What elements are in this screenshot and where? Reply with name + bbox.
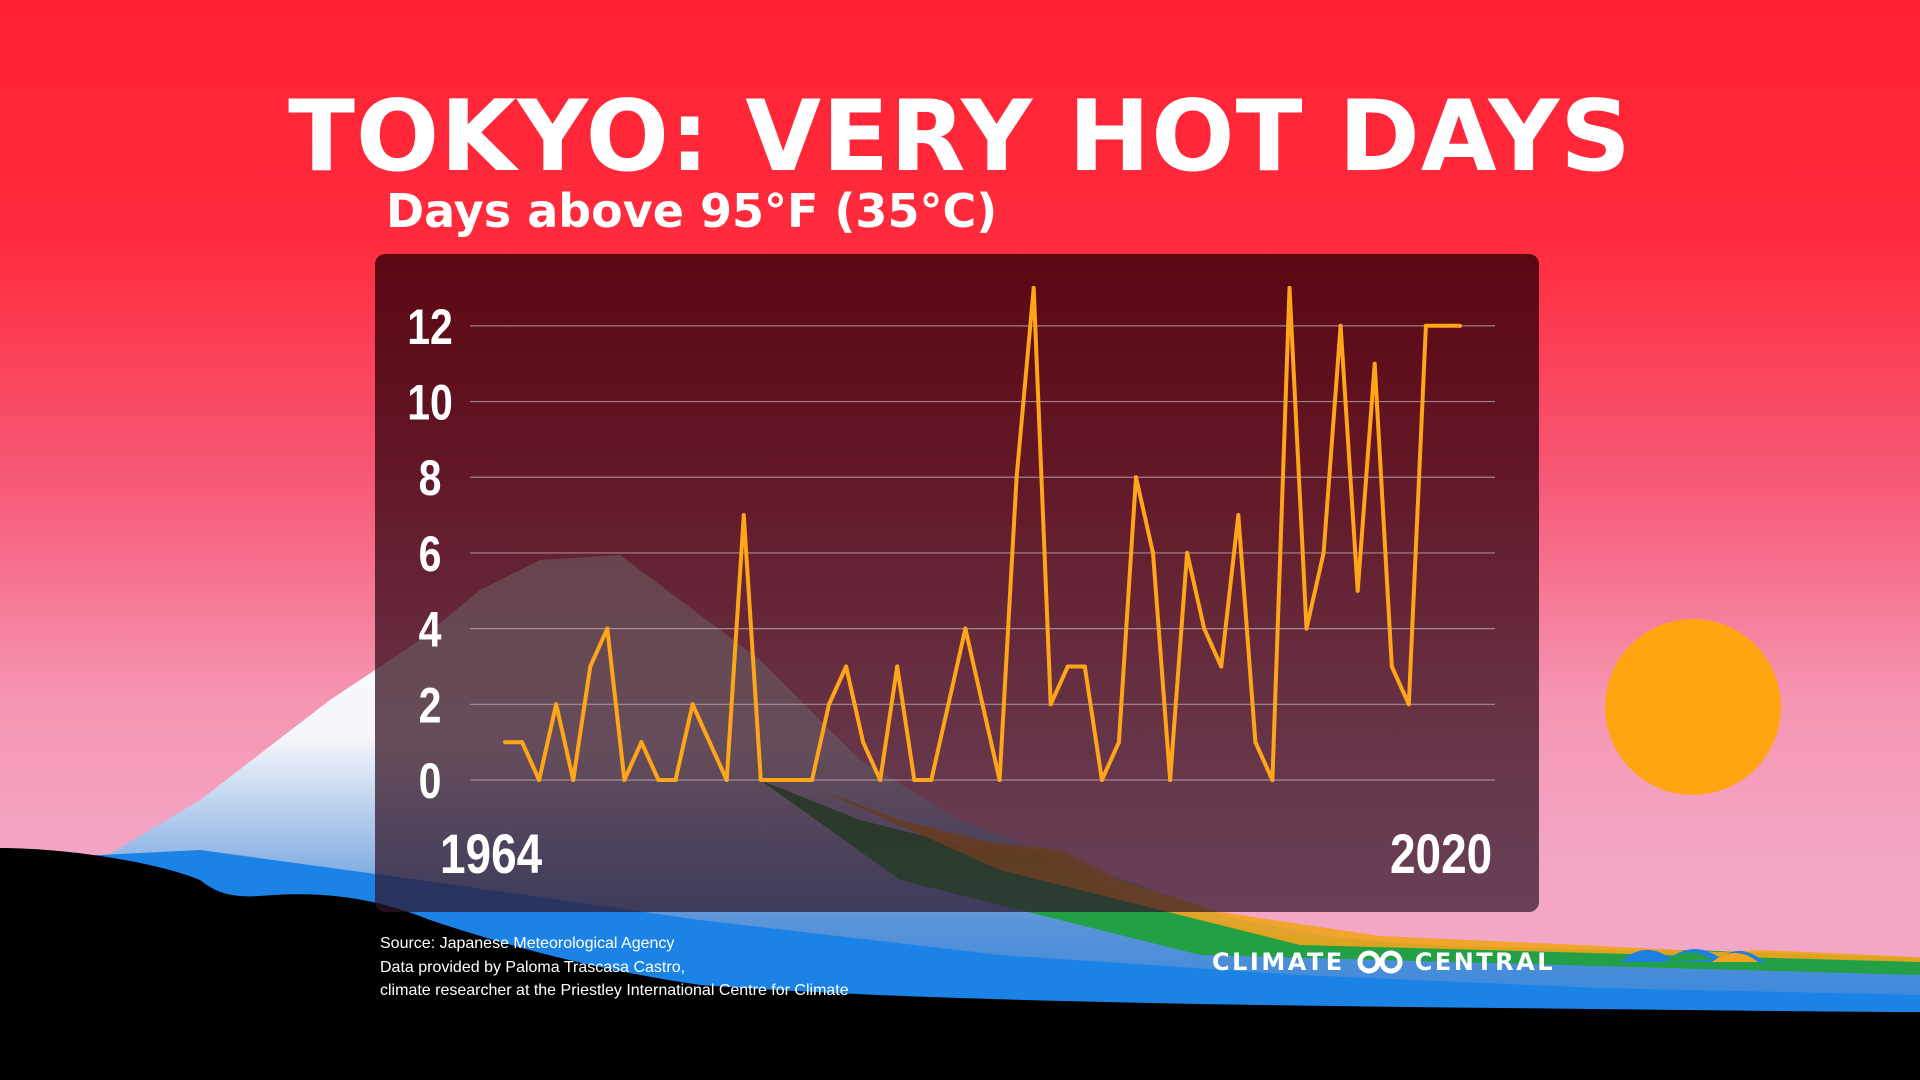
data-point: [1151, 550, 1156, 555]
source-line: Source: Japanese Meteorological Agency: [380, 935, 675, 952]
data-point: [1168, 778, 1173, 782]
data-point: [1099, 778, 1104, 782]
data-point: [1423, 323, 1428, 328]
data-point: [1219, 664, 1224, 669]
sun-shape: [1605, 619, 1781, 795]
y-tick-label: 12: [407, 299, 453, 355]
data-point: [1253, 740, 1258, 745]
data-point: [1116, 740, 1121, 745]
line-chart: 0 2 4 6 8 10 12: [407, 286, 1495, 809]
data-point: [1458, 323, 1462, 328]
data-point: [861, 740, 866, 745]
data-point: [1202, 626, 1207, 631]
data-point: [1082, 664, 1087, 669]
y-tick-label: 4: [419, 602, 442, 658]
data-point: [878, 778, 883, 782]
y-tick-label: 8: [419, 450, 442, 506]
data-point: [503, 740, 507, 745]
infinity-logo-icon: [1357, 950, 1403, 974]
data-point: [997, 778, 1002, 782]
data-point: [622, 778, 627, 782]
x-end-label: 2020: [1390, 822, 1493, 885]
chart-subtitle: Days above 95°F (35°C): [386, 184, 998, 238]
data-point: [690, 702, 695, 707]
data-point: [1321, 550, 1326, 555]
data-point: [895, 664, 900, 669]
data-point: [963, 626, 968, 631]
data-point: [1406, 702, 1411, 707]
foreground-hill: [0, 848, 1920, 1080]
data-point: [1014, 475, 1019, 480]
y-tick-label: 10: [407, 375, 453, 431]
data-point: [809, 778, 814, 782]
x-start-label: 1964: [440, 822, 543, 885]
data-point: [1440, 323, 1445, 328]
source-line: Data provided by Paloma Trascasa Castro,: [380, 958, 686, 976]
data-point: [724, 778, 729, 782]
source-note: Source: Japanese Meteorological Agency D…: [380, 932, 849, 1003]
data-point: [827, 702, 832, 707]
data-point: [1338, 323, 1343, 328]
data-point: [758, 778, 763, 782]
data-point: [537, 778, 542, 782]
source-line: climate researcher at the Priestley Inte…: [380, 982, 849, 999]
data-point: [912, 778, 917, 782]
data-point: [605, 626, 610, 631]
data-point: [571, 778, 576, 782]
data-point: [1287, 286, 1292, 290]
data-point: [588, 664, 593, 669]
data-point: [520, 740, 525, 745]
data-point: [1048, 702, 1053, 707]
data-point: [639, 740, 644, 745]
data-point: [1355, 588, 1360, 593]
data-point: [1372, 361, 1377, 366]
data-point: [1133, 475, 1138, 480]
brand-left-text: CLIMATE: [1212, 948, 1345, 976]
data-point: [792, 778, 797, 782]
data-point: [1236, 513, 1241, 518]
brand-right-text: CENTRAL: [1414, 948, 1556, 976]
data-point: [1031, 286, 1036, 290]
data-point: [946, 702, 951, 707]
y-tick-label: 0: [419, 753, 442, 809]
data-point: [1065, 664, 1070, 669]
data-point: [1185, 550, 1190, 555]
chart-title: TOKYO: VERY HOT DAYS: [288, 80, 1632, 194]
data-point: [1389, 664, 1394, 669]
data-point: [707, 740, 712, 745]
data-point: [741, 513, 746, 518]
data-point: [775, 778, 780, 782]
chart-panel: 0 2 4 6 8 10 12: [375, 254, 1539, 912]
data-point: [980, 702, 985, 707]
data-point: [1304, 626, 1309, 631]
data-point: [929, 778, 934, 782]
data-point: [844, 664, 849, 669]
data-point: [673, 778, 678, 782]
data-point: [554, 702, 559, 707]
y-tick-label: 6: [419, 526, 442, 582]
y-tick-label: 2: [419, 677, 442, 733]
data-point: [1270, 778, 1275, 782]
climate-central-logo: CLIMATE CENTRAL: [1212, 950, 1555, 974]
data-point: [656, 778, 661, 782]
